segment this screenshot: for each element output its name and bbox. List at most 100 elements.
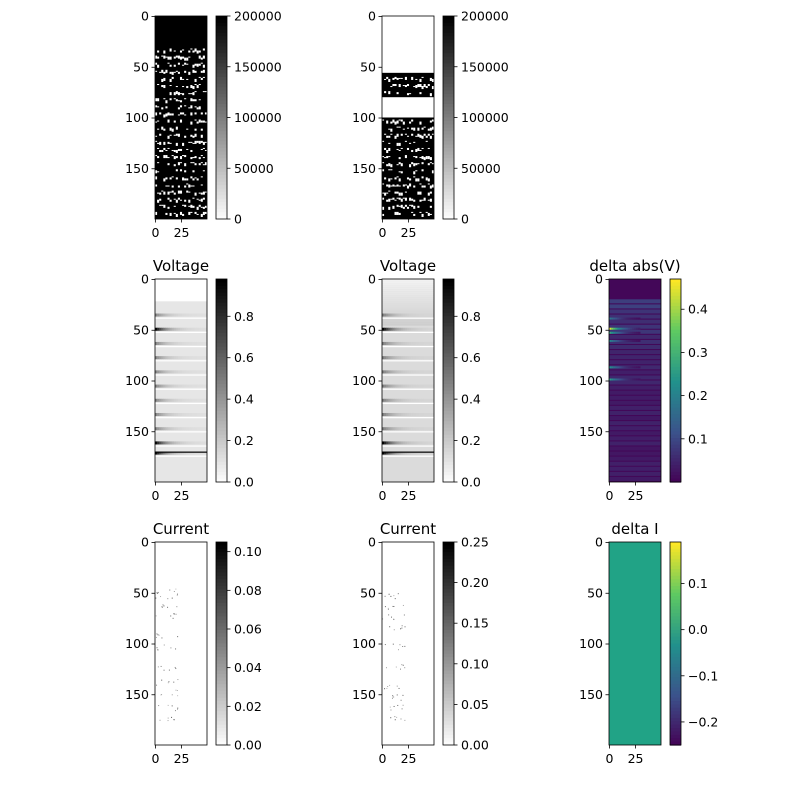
heatmap-fill	[155, 279, 207, 482]
x-tick-label: 25	[174, 751, 190, 766]
heatmap-fill	[382, 542, 434, 745]
colorbar-tick-label: 0.2	[461, 433, 481, 448]
colorbar-tick-label: 0.1	[688, 576, 708, 591]
colorbar: 0.0 0.2 0.4 0.6 0.8	[215, 278, 254, 490]
y-tick-label: 100	[125, 373, 149, 388]
chart-title: delta I	[611, 520, 658, 538]
plot-frame	[608, 278, 662, 483]
heatmap-fill	[609, 542, 661, 745]
y-tick-label: 150	[352, 424, 376, 439]
x-tick-label: 0	[379, 488, 387, 503]
y-tick-label: 100	[352, 636, 376, 651]
colorbar-tick-label: 0	[461, 212, 469, 227]
x-tick-label: 25	[628, 488, 644, 503]
chart-title: Current	[380, 520, 436, 538]
colorbar-tick-label: −0.1	[688, 668, 718, 683]
y-tick-label: 100	[352, 373, 376, 388]
colorbar: 0.1 0.2 0.3 0.4	[669, 278, 708, 483]
y-tick-label: 0	[141, 535, 149, 550]
x-tick-label: 0	[152, 488, 160, 503]
y-tick-label: 150	[352, 687, 376, 702]
heatmap-line	[382, 451, 434, 453]
y-tick-label: 150	[125, 424, 149, 439]
chart-title: Current	[153, 520, 209, 538]
colorbar-tick-label: 0.00	[461, 738, 489, 753]
colorbar-tick-label: 0.3	[688, 345, 708, 360]
colorbar-tick-label: 100000	[461, 110, 509, 125]
y-tick-label: 50	[133, 322, 149, 337]
colorbar-frame	[215, 541, 228, 746]
x-tick-label: 0	[606, 488, 614, 503]
y-tick-label: 100	[579, 373, 603, 388]
chart-panel-5: 0 50 100 150 0 25 delta abs(V) 0.1 0.2 0.3 0.4	[579, 257, 708, 503]
y-tick-label: 0	[595, 535, 603, 550]
chart-title: delta abs(V)	[589, 257, 680, 275]
y-tick-label: 0	[141, 272, 149, 287]
colorbar-tick-label: 0.10	[461, 656, 489, 671]
heatmap-image	[155, 16, 207, 219]
x-tick-label: 25	[174, 488, 190, 503]
colorbar-tick-label: 0.10	[234, 544, 262, 559]
colorbar-frame	[442, 278, 455, 483]
x-tick-label: 25	[628, 751, 644, 766]
y-tick-label: 150	[125, 687, 149, 702]
colorbar-tick-label: 0.2	[234, 433, 254, 448]
colorbar-tick-label: 0.4	[688, 302, 708, 317]
heatmap-image	[382, 542, 434, 745]
colorbar-tick-label: 0.8	[234, 309, 254, 324]
plot-frame	[154, 15, 208, 220]
plot-frame	[608, 541, 662, 746]
heatmap-image	[382, 16, 434, 219]
y-tick-label: 0	[368, 272, 376, 287]
chart-panel-2: 0 50 100 150 0 25 0 50000 100000 150000 200000	[352, 9, 509, 241]
heatmap-blank-region	[382, 16, 434, 73]
plot-frame	[154, 278, 208, 483]
y-tick-label: 0	[368, 9, 376, 24]
y-tick-label: 100	[125, 110, 149, 125]
colorbar-tick-label: 0.00	[234, 738, 262, 753]
x-tick-label: 25	[401, 751, 417, 766]
colorbar-tick-label: 200000	[234, 9, 282, 24]
heatmap-image	[609, 542, 661, 745]
colorbar-frame	[442, 541, 455, 746]
heatmap-image	[155, 542, 207, 745]
colorbar-frame	[669, 278, 682, 483]
x-tick-label: 0	[152, 751, 160, 766]
colorbar: 0.0 0.2 0.4 0.6 0.8	[442, 278, 481, 490]
y-tick-label: 150	[579, 687, 603, 702]
colorbar-tick-label: 50000	[461, 161, 501, 176]
x-tick-label: 0	[379, 225, 387, 240]
y-tick-label: 150	[125, 161, 149, 176]
colorbar-tick-label: 0.0	[234, 475, 254, 490]
colorbar-tick-label: 0.8	[461, 309, 481, 324]
colorbar: 0 50000 100000 150000 200000	[442, 9, 509, 227]
colorbar-tick-label: 0.4	[461, 392, 481, 407]
y-tick-label: 50	[360, 585, 376, 600]
colorbar-tick-label: 0.08	[234, 583, 262, 598]
y-tick-label: 50	[360, 322, 376, 337]
colorbar-tick-label: 0.04	[234, 660, 262, 675]
colorbar-tick-label: 200000	[461, 9, 509, 24]
colorbar-frame	[215, 278, 228, 483]
colorbar-tick-label: 150000	[234, 59, 282, 74]
y-tick-label: 50	[360, 59, 376, 74]
colorbar-tick-label: 0.2	[688, 388, 708, 403]
x-tick-label: 0	[379, 751, 387, 766]
y-tick-label: 0	[141, 9, 149, 24]
y-tick-label: 0	[595, 272, 603, 287]
colorbar: 0.00 0.02 0.04 0.06 0.08 0.10	[215, 541, 262, 753]
heatmap-image	[609, 279, 661, 482]
colorbar: 0.00 0.05 0.10 0.15 0.20 0.25	[442, 535, 489, 753]
x-tick-label: 25	[174, 225, 190, 240]
colorbar-tick-label: 100000	[234, 110, 282, 125]
colorbar-tick-label: 0.02	[234, 699, 262, 714]
plot-frame	[381, 541, 435, 746]
colorbar-tick-label: 0.0	[461, 475, 481, 490]
plot-frame	[381, 278, 435, 483]
colorbar: 0 50000 100000 150000 200000	[215, 9, 282, 227]
colorbar-tick-label: 0.20	[461, 575, 489, 590]
x-tick-label: 25	[401, 225, 417, 240]
